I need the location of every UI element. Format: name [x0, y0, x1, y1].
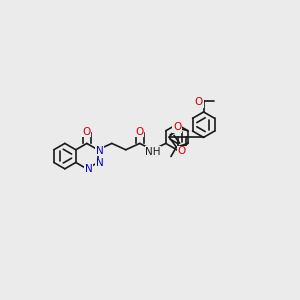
Text: O: O: [178, 146, 186, 157]
Text: NH: NH: [145, 147, 161, 157]
Text: N: N: [96, 158, 104, 169]
Text: O: O: [173, 122, 181, 132]
Text: N: N: [96, 146, 104, 156]
Text: O: O: [195, 97, 203, 107]
Text: N: N: [85, 164, 92, 174]
Text: O: O: [136, 127, 144, 137]
Text: O: O: [83, 127, 91, 137]
